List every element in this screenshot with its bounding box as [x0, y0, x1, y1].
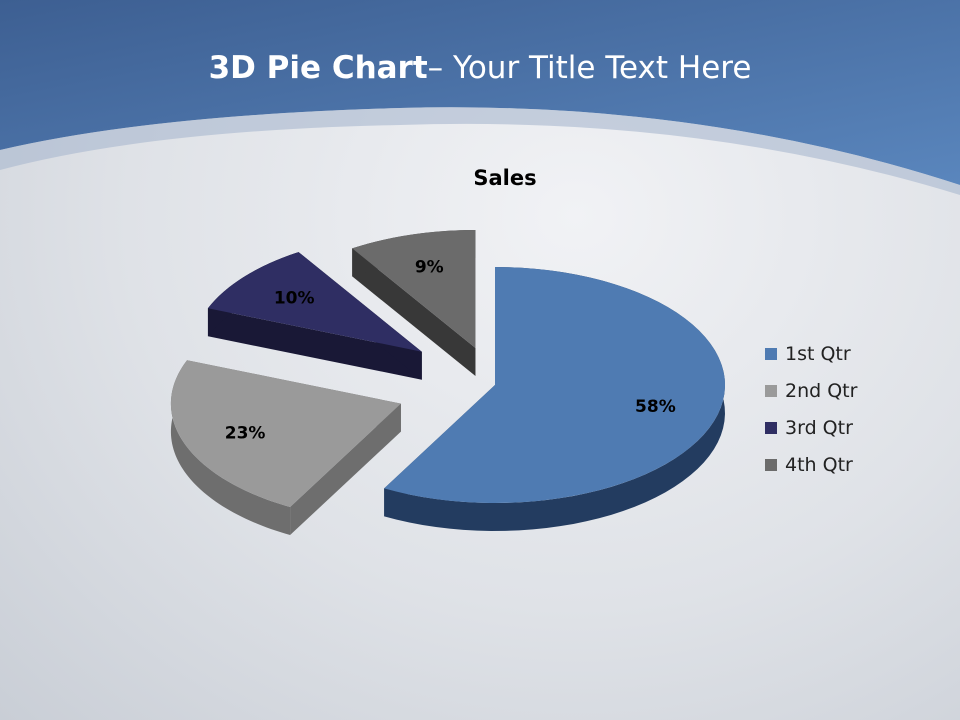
legend-swatch: [765, 347, 777, 360]
pie-slice-4th-qtr: [352, 230, 476, 349]
pie-slice-2nd-qtr: [170, 360, 401, 508]
data-label: 9%: [415, 257, 444, 277]
chart-title: Sales: [473, 166, 537, 190]
data-label: 58%: [635, 397, 676, 417]
legend-item: 3rd Qtr: [765, 409, 857, 446]
slice-wall: [290, 403, 401, 536]
legend-swatch: [765, 458, 777, 471]
slice-wall: [352, 248, 476, 377]
legend-item: 4th Qtr: [765, 446, 857, 483]
legend-swatch: [765, 421, 777, 434]
legend-label: 3rd Qtr: [785, 416, 853, 439]
legend-label: 1st Qtr: [785, 342, 851, 365]
pie-slice-1st-qtr: [384, 267, 725, 503]
legend-label: 4th Qtr: [785, 453, 853, 476]
legend-swatch: [765, 384, 777, 397]
slide-title: 3D Pie Chart– Your Title Text Here: [0, 50, 960, 86]
legend: 1st Qtr 2nd Qtr 3rd Qtr 4th Qtr: [765, 335, 857, 483]
slice-side: [384, 267, 725, 531]
header-band: [0, 0, 960, 195]
title-rest: – Your Title Text Here: [427, 50, 752, 86]
data-label: 23%: [225, 423, 266, 443]
legend-item: 1st Qtr: [765, 335, 857, 372]
title-bold: 3D Pie Chart: [208, 50, 428, 86]
data-label: 10%: [274, 289, 315, 309]
legend-label: 2nd Qtr: [785, 379, 858, 402]
pie-slice-3rd-qtr: [207, 252, 422, 352]
slice-wall: [207, 308, 422, 380]
legend-item: 2nd Qtr: [765, 372, 857, 409]
